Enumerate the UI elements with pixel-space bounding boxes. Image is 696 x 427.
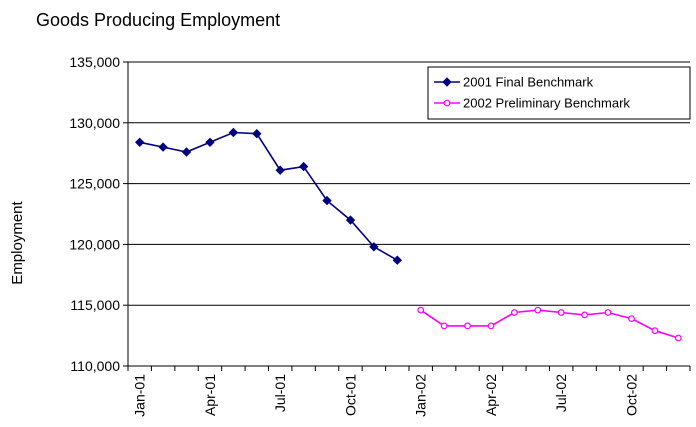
y-axis-title: Employment (9, 200, 26, 284)
data-point (651, 327, 659, 335)
grid (128, 61, 690, 306)
data-point (252, 128, 262, 139)
data-point (464, 322, 471, 330)
data-point (392, 255, 403, 265)
y-tick-label: 115,000 (70, 297, 120, 313)
data-point (628, 315, 635, 323)
legend-marker (443, 99, 451, 107)
data-point (158, 142, 168, 152)
x-tick-label: Oct-01 (342, 374, 358, 416)
series (134, 127, 682, 342)
x-tick-label: Apr-01 (202, 374, 218, 416)
data-point (440, 322, 448, 330)
data-point (487, 322, 495, 330)
data-point (298, 161, 309, 172)
series-1 (134, 127, 403, 265)
series-line (139, 131, 398, 261)
y-tick-label: 110,000 (70, 358, 120, 374)
series-line (420, 309, 679, 339)
legend: 2001 Final Benchmark 2002 Preliminary Ben… (427, 66, 691, 120)
x-tick-label: Jan-01 (132, 374, 148, 417)
x-tick-label: Jul-02 (553, 374, 569, 412)
data-point (534, 306, 542, 314)
legend-label: 2001 Final Benchmark (463, 75, 594, 90)
data-point (417, 306, 425, 314)
legend-marker (442, 77, 452, 87)
legend-label: 2002 Preliminary Benchmark (463, 96, 630, 111)
x-tick-label: Oct-02 (623, 374, 639, 416)
data-point (134, 137, 145, 148)
chart-title: Goods Producing Employment (36, 10, 281, 30)
data-point (557, 309, 565, 316)
data-point (369, 242, 379, 252)
data-point (181, 147, 192, 157)
data-point (674, 334, 682, 342)
y-tick-label: 125,000 (69, 176, 120, 192)
x-tick-label: Jan-02 (413, 374, 429, 417)
data-point (581, 311, 588, 319)
data-point (345, 215, 356, 225)
data-point (205, 137, 215, 148)
y-tick-label: 120,000 (69, 236, 120, 252)
tick-labels: 110,000 115,000 120,000 125,000 130,000 135,0… (69, 54, 639, 417)
legend-box (427, 66, 691, 120)
data-point (228, 127, 239, 138)
data-point (275, 165, 285, 175)
data-point (604, 309, 612, 316)
y-tick-label: 135,000 (69, 54, 120, 70)
data-point (511, 309, 518, 316)
y-tick-label: 130,000 (69, 115, 120, 131)
x-tick-label: Jul-01 (272, 374, 288, 412)
x-tick-label: Apr-02 (483, 374, 499, 416)
data-point (322, 195, 332, 206)
axes (123, 61, 691, 371)
series-2 (417, 306, 682, 342)
